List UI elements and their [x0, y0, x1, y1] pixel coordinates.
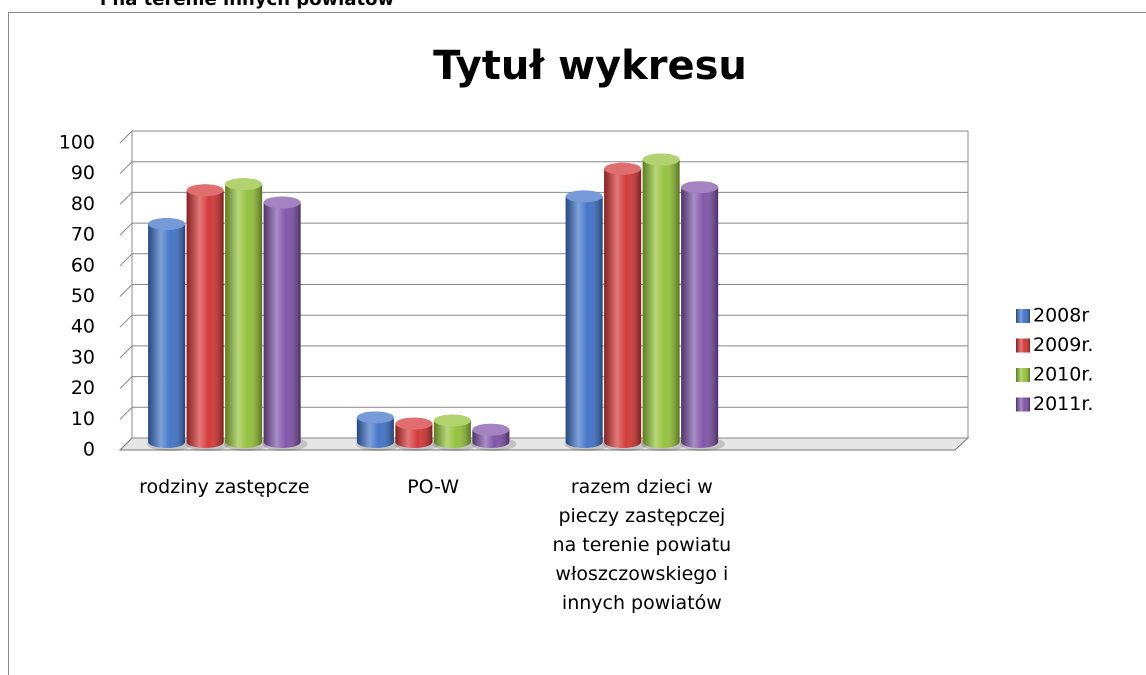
bar-shine — [263, 202, 301, 449]
y-tick-label: 40 — [71, 316, 95, 338]
x-tick-label: razem dzieci w pieczy zastępczej na tere… — [552, 476, 732, 614]
bar-shine — [186, 190, 224, 449]
bar-top — [356, 411, 394, 424]
bar-top-shine — [395, 417, 433, 430]
bar-top — [263, 196, 301, 209]
y-tick-label: 60 — [71, 254, 95, 276]
y-tick-label: 0 — [83, 439, 95, 461]
bar-top-shine — [472, 423, 510, 436]
bar-top — [433, 414, 471, 427]
bar-shine — [356, 417, 394, 449]
bar-top-shine — [433, 414, 471, 427]
legend-swatch-shine — [1016, 338, 1030, 353]
bar-top — [565, 190, 603, 203]
grid-line — [119, 161, 968, 175]
bar-shine — [604, 168, 642, 449]
bar-top — [186, 184, 224, 197]
legend-label: 2011r. — [1033, 393, 1093, 415]
bar-top-shine — [225, 178, 263, 191]
bar-top — [225, 178, 263, 191]
bar-shine — [433, 420, 471, 449]
chart-border — [8, 12, 1146, 675]
bar-top-shine — [642, 153, 680, 166]
legend-label: 2009r. — [1033, 334, 1093, 356]
legend-swatch-shine — [1016, 309, 1030, 323]
y-tick-label: 90 — [71, 162, 95, 184]
bar-top-shine — [356, 411, 394, 424]
legend-swatch-shine — [1016, 368, 1030, 382]
x-tick-label: rodziny zastępcze — [139, 476, 310, 498]
chart-title: Tytuł wykresu — [433, 43, 747, 89]
y-tick-label: 10 — [71, 408, 95, 430]
bar-shine — [395, 423, 433, 449]
bar-top — [472, 423, 510, 436]
bar-shine — [681, 187, 719, 449]
legend-label: 2010r. — [1033, 364, 1093, 386]
bar-top-shine — [681, 181, 719, 194]
bar-shine — [565, 196, 603, 449]
grid-line — [119, 130, 968, 144]
bar-shine — [642, 159, 680, 449]
x-tick-label: PO-W — [407, 476, 460, 498]
bar-shine — [148, 224, 186, 449]
legend-label: 2008r — [1033, 305, 1089, 327]
bar-top-shine — [263, 196, 301, 209]
y-tick-label: 30 — [71, 346, 95, 368]
bar-shine — [225, 184, 263, 449]
legend-swatch-shine — [1016, 397, 1030, 412]
y-tick-label: 80 — [71, 193, 95, 215]
bar-top — [681, 181, 719, 194]
bar-top-shine — [565, 190, 603, 203]
y-tick-label: 20 — [71, 377, 95, 399]
bar-top — [148, 218, 186, 231]
bar-top-shine — [186, 184, 224, 197]
y-tick-label: 100 — [59, 132, 95, 154]
header-text: i na terenie innych powiatów — [100, 0, 394, 10]
bar-top-shine — [148, 218, 186, 231]
y-tick-label: 50 — [71, 285, 95, 307]
bar-top — [642, 153, 680, 166]
bar-top — [395, 417, 433, 430]
bar-top-shine — [604, 162, 642, 175]
y-tick-label: 70 — [71, 224, 95, 246]
bar-top — [604, 162, 642, 175]
